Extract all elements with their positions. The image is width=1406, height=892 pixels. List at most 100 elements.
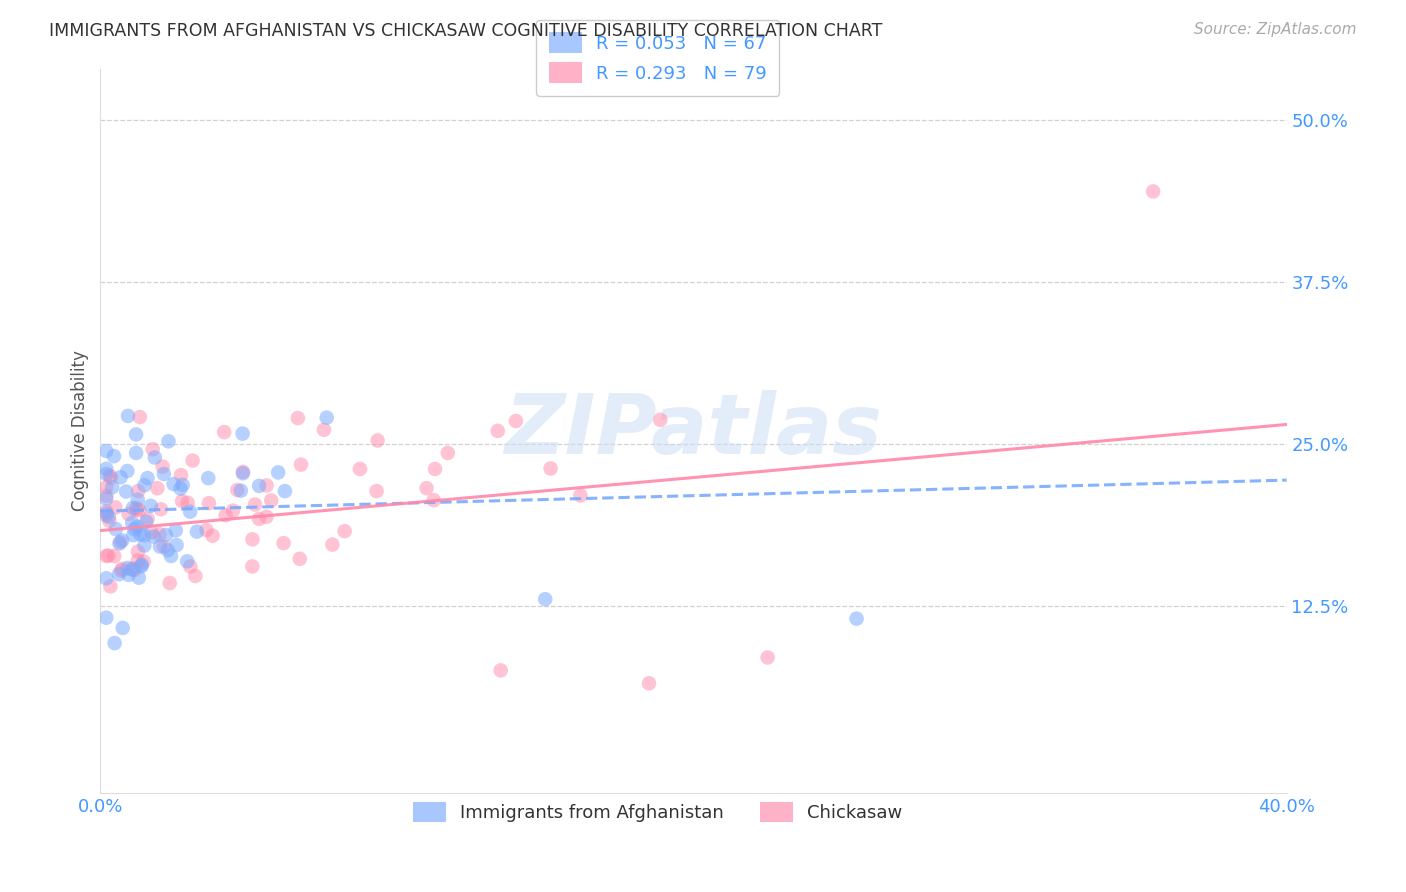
Point [163, 477, 186, 491]
Point [100, 471, 122, 485]
Point [129, 527, 152, 541]
Point [118, 568, 141, 582]
Point [260, 493, 283, 508]
Point [201, 529, 224, 543]
Point [110, 564, 132, 578]
Point [176, 554, 198, 568]
Point [486, 424, 509, 438]
Point [131, 558, 153, 572]
Point [505, 414, 527, 428]
Point [170, 468, 193, 483]
Point [141, 525, 163, 540]
Point [98, 514, 121, 528]
Point [256, 509, 278, 524]
Point [650, 413, 672, 427]
Point [247, 479, 270, 493]
Point [127, 544, 149, 558]
Point [146, 481, 169, 495]
Point [104, 500, 127, 515]
Point [756, 650, 779, 665]
Point [110, 470, 132, 484]
Point [103, 636, 125, 650]
Point [156, 543, 179, 558]
Point [160, 549, 183, 563]
Point [127, 483, 149, 498]
Point [152, 459, 174, 474]
Point [1142, 185, 1164, 199]
Point [321, 538, 343, 552]
Point [131, 559, 153, 574]
Point [232, 465, 254, 479]
Point [166, 538, 188, 552]
Point [134, 478, 156, 492]
Point [122, 528, 145, 542]
Point [142, 442, 165, 457]
Point [273, 536, 295, 550]
Point [240, 559, 263, 574]
Point [172, 478, 194, 492]
Point [287, 411, 309, 425]
Point [111, 621, 134, 635]
Point [125, 427, 148, 442]
Point [122, 501, 145, 516]
Point [184, 569, 207, 583]
Point [149, 502, 172, 516]
Point [312, 423, 335, 437]
Point [124, 522, 146, 536]
Point [186, 524, 208, 539]
Point [96, 507, 118, 521]
Point [128, 571, 150, 585]
Point [333, 524, 356, 538]
Point [127, 492, 149, 507]
Point [247, 512, 270, 526]
Point [148, 527, 170, 541]
Point [122, 561, 145, 575]
Point [423, 462, 446, 476]
Point [98, 468, 121, 483]
Point [489, 664, 512, 678]
Text: IMMIGRANTS FROM AFGHANISTAN VS CHICKASAW COGNITIVE DISABILITY CORRELATION CHART: IMMIGRANTS FROM AFGHANISTAN VS CHICKASAW… [49, 22, 883, 40]
Point [108, 536, 131, 550]
Point [176, 496, 198, 510]
Point [638, 676, 661, 690]
Point [165, 524, 187, 538]
Point [242, 533, 264, 547]
Point [540, 461, 562, 475]
Point [111, 562, 134, 576]
Point [267, 466, 290, 480]
Point [534, 592, 557, 607]
Point [96, 549, 118, 563]
Point [243, 498, 266, 512]
Point [172, 494, 194, 508]
Point [100, 579, 122, 593]
Point [136, 512, 159, 526]
Point [103, 549, 125, 563]
Point [143, 450, 166, 465]
Point [96, 444, 118, 458]
Point [290, 458, 312, 472]
Point [127, 553, 149, 567]
Point [136, 471, 159, 485]
Point [125, 446, 148, 460]
Point [96, 504, 118, 518]
Point [315, 410, 337, 425]
Point [153, 467, 176, 481]
Point [128, 503, 150, 517]
Point [96, 461, 118, 475]
Point [159, 576, 181, 591]
Point [349, 462, 371, 476]
Point [139, 499, 162, 513]
Point [155, 528, 177, 542]
Point [179, 505, 201, 519]
Point [96, 489, 118, 503]
Point [232, 467, 254, 481]
Point [125, 502, 148, 516]
Point [181, 453, 204, 467]
Point [117, 409, 139, 423]
Y-axis label: Cognitive Disability: Cognitive Disability [72, 351, 89, 511]
Point [569, 488, 592, 502]
Point [142, 530, 165, 544]
Point [104, 522, 127, 536]
Point [197, 471, 219, 485]
Point [226, 483, 249, 497]
